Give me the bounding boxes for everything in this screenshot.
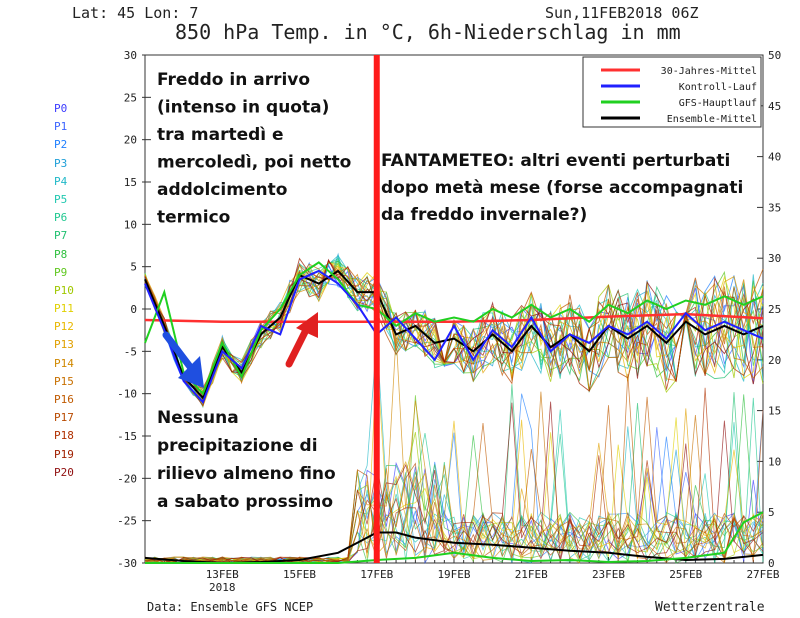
annotation-right: da freddo invernale?) xyxy=(381,205,587,225)
member-label: P20 xyxy=(54,465,74,479)
y-right-tick-label: 25 xyxy=(768,303,781,316)
member-label: P5 xyxy=(54,192,68,206)
annotation-top-left: tra martedì e xyxy=(157,125,284,145)
y-right-tick-label: 40 xyxy=(768,151,781,164)
member-label: P11 xyxy=(54,302,74,316)
annotation-top-left: Freddo in arrivo xyxy=(157,70,310,90)
annotation-right: dopo metà mese (forse accompagnati xyxy=(381,178,743,198)
x-tick-label: 25FEB xyxy=(669,568,702,581)
y-left-tick-label: -30 xyxy=(117,557,137,570)
annotation-top-left: termico xyxy=(157,208,230,228)
annotation-right: FANTAMETEO: altri eventi perturbati xyxy=(381,151,730,171)
y-right-tick-label: 30 xyxy=(768,252,781,265)
series-line xyxy=(145,511,764,564)
blue-arrow-shaft xyxy=(162,331,195,372)
y-left-tick-label: -5 xyxy=(124,345,137,358)
member-label: P8 xyxy=(54,247,68,261)
member-label: P14 xyxy=(54,356,74,370)
member-label: P17 xyxy=(54,411,74,425)
member-precip-line xyxy=(144,391,764,564)
member-label: P10 xyxy=(54,283,74,297)
y-left-tick-label: -20 xyxy=(117,472,137,485)
chart-title: 850 hPa Temp. in °C, 6h-Niederschlag in … xyxy=(175,20,681,44)
y-left-tick-label: 15 xyxy=(124,176,137,189)
member-label: P16 xyxy=(54,393,74,406)
member-label: P1 xyxy=(54,120,68,134)
member-label: P6 xyxy=(54,211,68,225)
member-precip-line xyxy=(144,409,764,564)
annotation-top-left: mercoledì, poi netto xyxy=(157,153,351,173)
data-source: Data: Ensemble GFS NCEP xyxy=(147,600,314,614)
y-left-tick-label: -15 xyxy=(117,430,137,443)
y-right-tick-label: 5 xyxy=(768,506,775,519)
member-label: P13 xyxy=(54,338,74,352)
member-label: P15 xyxy=(54,374,74,388)
y-left-tick-label: 0 xyxy=(130,303,137,316)
member-label: P3 xyxy=(54,156,68,170)
member-label: P2 xyxy=(54,138,68,152)
x-tick-label: 15FEB xyxy=(283,568,316,581)
member-label: P0 xyxy=(54,102,68,115)
y-left-tick-label: -25 xyxy=(117,515,137,528)
member-label: P19 xyxy=(54,447,74,461)
y-left-tick-label: -10 xyxy=(117,388,137,401)
legend-label: GFS-Hauptlauf xyxy=(679,98,757,109)
annotation-bottom-left: precipitazione di xyxy=(157,436,318,456)
member-precip-line xyxy=(144,373,764,564)
x-tick-label: 27FEB xyxy=(746,568,779,581)
y-left-tick-label: 20 xyxy=(124,134,137,147)
x-tick-label: 21FEB xyxy=(515,568,548,581)
y-right-tick-label: 50 xyxy=(768,49,781,62)
y-left-tick-label: 10 xyxy=(124,218,137,231)
y-right-tick-label: 10 xyxy=(768,455,781,468)
y-right-tick-label: 20 xyxy=(768,354,781,367)
member-label: P7 xyxy=(54,229,68,243)
member-label: P4 xyxy=(54,174,68,188)
legend-label: 30-Jahres-Mittel xyxy=(661,66,757,77)
legend-label: Ensemble-Mittel xyxy=(667,114,757,125)
x-year-label: 2018 xyxy=(209,581,236,594)
member-precip-line xyxy=(144,401,764,564)
blue-arrow-head xyxy=(178,356,204,388)
series-line xyxy=(144,269,764,404)
annotation-top-left: addolcimento xyxy=(157,180,287,200)
ensemble-member-list: P0 P1 P2 P3 P4 P5 P6 P7 P8 P9 P10 P11 P12 P13 P14 P15 P1… xyxy=(54,100,74,482)
y-left-tick-label: 30 xyxy=(124,49,137,62)
legend: 30-Jahres-Mittel Kontroll-Lauf GFS-Hauptla… xyxy=(582,56,762,128)
member-label: P9 xyxy=(54,265,68,279)
x-tick-label: 23FEB xyxy=(592,568,625,581)
member-label: P18 xyxy=(54,429,74,443)
brand-label: Wetterzentrale xyxy=(655,600,765,615)
y-left-tick-label: 25 xyxy=(124,91,137,104)
annotation-bottom-left: rilievo almeno fino xyxy=(157,464,336,484)
y-right-tick-label: 45 xyxy=(768,100,781,113)
member-label: P12 xyxy=(54,320,74,334)
run-datetime: Sun,11FEB2018 06Z xyxy=(545,4,699,22)
legend-label: Kontroll-Lauf xyxy=(679,82,757,93)
red-arrow-head xyxy=(296,312,318,338)
series-line xyxy=(144,312,764,323)
location-label: Lat: 45 Lon: 7 xyxy=(72,4,199,22)
x-tick-label: 13FEB xyxy=(206,568,239,581)
y-right-tick-label: 15 xyxy=(768,405,781,418)
red-arrow-shaft xyxy=(285,326,310,368)
series-line xyxy=(144,261,764,396)
annotation-top-left: (intenso in quota) xyxy=(157,98,329,118)
annotation-bottom-left: Nessuna xyxy=(157,408,239,428)
y-right-tick-label: 35 xyxy=(768,201,781,214)
y-left-tick-label: 5 xyxy=(130,261,137,274)
member-temp-line xyxy=(144,258,764,395)
y-right-tick-label: 0 xyxy=(768,557,775,570)
x-tick-label: 17FEB xyxy=(360,568,393,581)
annotation-bottom-left: a sabato prossimo xyxy=(157,492,333,512)
x-tick-label: 19FEB xyxy=(437,568,470,581)
